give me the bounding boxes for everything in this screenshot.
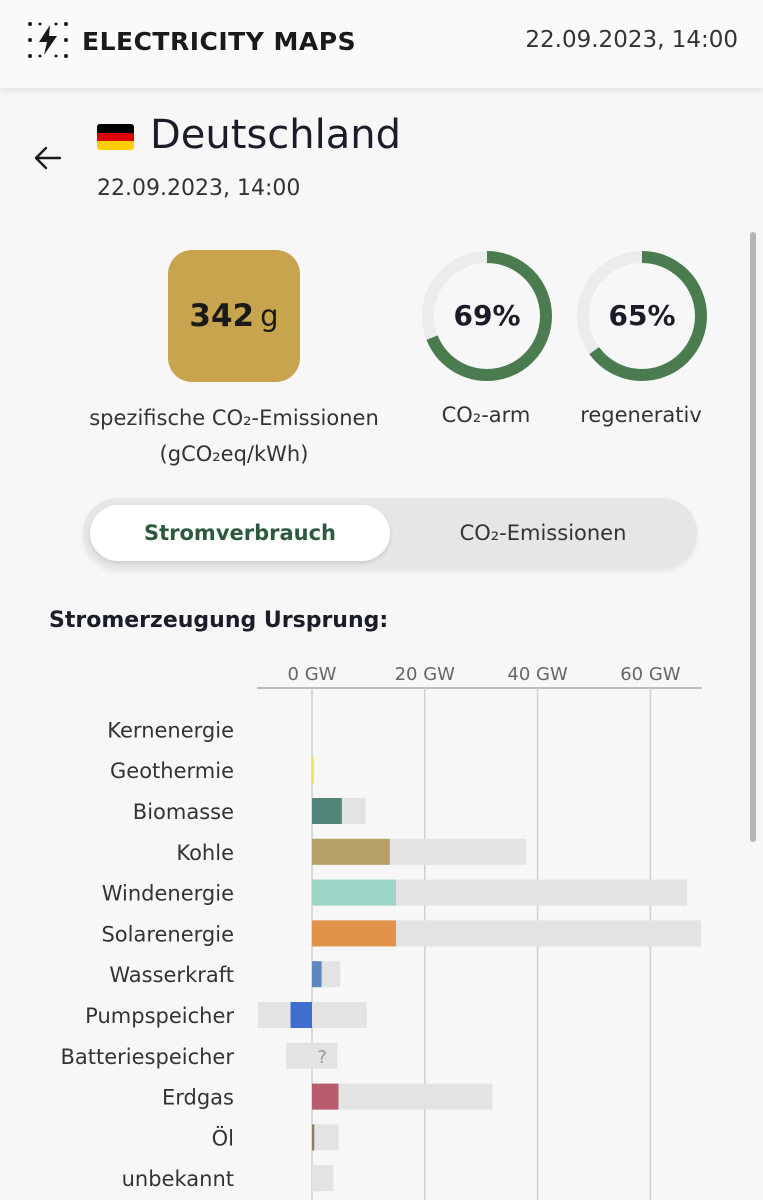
chart-production-bar [290,1002,312,1028]
chart-tick-label: 40 GW [507,664,568,685]
renewable-percent: 65% [608,299,676,332]
zone-datetime: 22.09.2023, 14:00 [97,176,301,201]
chart-production-bar [312,920,397,947]
chart-capacity-bar [312,1165,334,1192]
scrollbar[interactable] [750,232,756,842]
renewable-ring[interactable] [575,249,709,383]
view-toggle: Stromverbrauch CO₂-Emissionen [83,498,697,568]
chart-production-bar [312,879,397,906]
chart-category-label: Kohle [176,841,234,865]
header-datetime: 22.09.2023, 14:00 [525,27,738,53]
chart-category-label: Öl [212,1125,234,1150]
toggle-consumption[interactable]: Stromverbrauch [90,505,390,561]
low-carbon-label: CO₂-arm [441,403,531,427]
renewable-ring-arc [577,251,707,381]
renewable-label: regenerativ [580,403,702,427]
app-title[interactable]: ELECTRICITY MAPS [82,27,357,56]
low-carbon-ring-arc [422,251,552,381]
chart-capacity-bar [312,1083,493,1110]
flag-stripe-black [97,124,134,133]
low-carbon-percent: 69% [453,299,521,332]
chart-category-label: Biomasse [133,800,234,824]
chart-category-label: Pumpspeicher [85,1004,234,1028]
chart-category-label: Geothermie [110,759,234,783]
back-arrow-icon[interactable] [30,140,66,176]
logo-icon[interactable] [26,20,70,60]
chart-production-bar [312,1124,315,1151]
flag-stripe-gold [97,141,134,150]
carbon-intensity-box[interactable]: 342 g [168,250,300,382]
chart-production-bar [312,838,390,865]
chart-tick-label: 0 GW [288,664,337,685]
chart-tick-label: 20 GW [395,664,456,685]
low-carbon-ring[interactable] [420,249,554,383]
carbon-intensity-label-line2: (gCO₂eq/kWh) [159,442,309,466]
chart-tick-label: 60 GW [620,664,681,685]
top-bar: ELECTRICITY MAPS 22.09.2023, 14:00 [0,0,763,88]
germany-flag-icon [97,124,134,150]
zone-name: Deutschland [150,112,401,158]
chart-category-label: Windenergie [102,882,234,906]
chart-production-bar [312,798,342,824]
chart-category-label: Erdgas [162,1086,234,1110]
chart-category-label: Solarenergie [101,922,234,946]
section-title: Stromerzeugung Ursprung: [49,608,389,633]
toggle-emissions[interactable]: CO₂-Emissionen [459,521,627,545]
chart-capacity-bar [257,1002,367,1028]
chart-capacity-bar [286,1042,338,1069]
chart-category-label: Kernenergie [107,718,234,742]
chart-category-label: Batteriespeicher [61,1045,235,1069]
chart-capacity-bar [312,1124,339,1151]
carbon-intensity-unit: g [260,299,279,333]
chart-category-label: Wasserkraft [109,963,234,987]
chart-production-bar [312,1083,339,1110]
carbon-intensity-label: spezifische CO₂-Emissionen (gCO₂eq/kWh) [64,400,404,472]
chart-production-bar [312,757,314,784]
carbon-intensity-label-line1: spezifische CO₂-Emissionen [89,406,379,430]
production-chart: 0 GW 20 GW 40 GW 60 GW Kernenergie Geothermie… [61,664,702,1200]
chart-category-label: unbekannt [122,1167,234,1191]
flag-stripe-red [97,132,134,142]
chart-unknown-marker: ? [317,1047,327,1068]
chart-production-bar [312,961,322,988]
carbon-intensity-value: 342 [189,298,255,334]
